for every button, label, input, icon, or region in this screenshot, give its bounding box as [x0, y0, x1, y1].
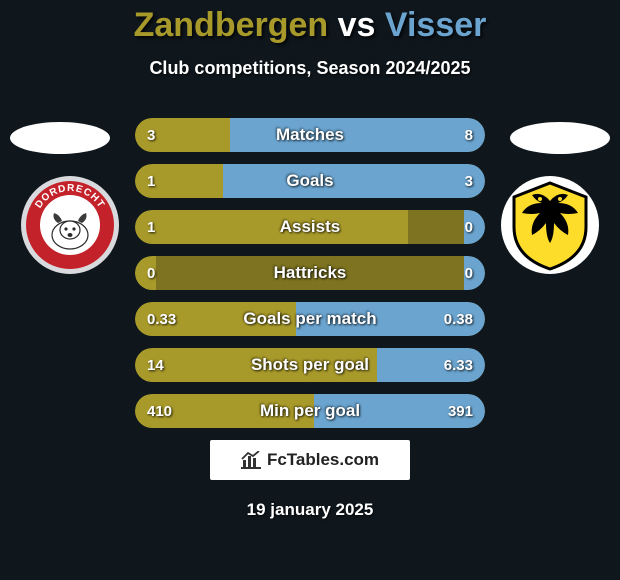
bar-row: Assists10: [135, 210, 485, 244]
bar-fill-right: [230, 118, 486, 152]
subtitle: Club competitions, Season 2024/2025: [0, 58, 620, 79]
bar-fill-right: [223, 164, 486, 198]
bar-row: Hattricks00: [135, 256, 485, 290]
comparison-bars: Matches38 Goals13 Assists10 Hattricks00 Goal…: [135, 118, 485, 440]
bar-row: Shots per goal146.33: [135, 348, 485, 382]
title-right-name: Visser: [385, 6, 486, 44]
bar-row: Min per goal410391: [135, 394, 485, 428]
player-ellipse-left: [10, 122, 110, 154]
bar-fill-left: [135, 256, 156, 290]
bar-row: Goals per match0.330.38: [135, 302, 485, 336]
vitesse-crest-icon: [500, 175, 600, 275]
dordrecht-crest-icon: FC DORDRECHT: [20, 175, 120, 275]
bar-fill-left: [135, 118, 230, 152]
title-vs: vs: [328, 6, 385, 44]
player-ellipse-right: [510, 122, 610, 154]
brand-badge: FcTables.com: [210, 440, 410, 480]
bar-row: Goals13: [135, 164, 485, 198]
bar-fill-left: [135, 394, 314, 428]
brand-text: FcTables.com: [267, 450, 379, 470]
brand-chart-icon: [241, 451, 261, 469]
bar-fill-left: [135, 348, 377, 382]
date-text: 19 january 2025: [0, 500, 620, 520]
bar-fill-right: [464, 256, 485, 290]
club-crest-left: FC DORDRECHT: [20, 175, 120, 275]
bar-fill-right: [296, 302, 485, 336]
club-crest-right: [500, 175, 600, 275]
bar-fill-right: [377, 348, 486, 382]
bar-fill-right: [314, 394, 486, 428]
bar-fill-left: [135, 210, 408, 244]
bar-fill-left: [135, 302, 296, 336]
bar-fill-right: [464, 210, 485, 244]
bar-track: [135, 256, 485, 290]
bar-fill-left: [135, 164, 223, 198]
title-left-name: Zandbergen: [134, 6, 329, 44]
bar-row: Matches38: [135, 118, 485, 152]
page-title: Zandbergen vs Visser: [0, 6, 620, 45]
